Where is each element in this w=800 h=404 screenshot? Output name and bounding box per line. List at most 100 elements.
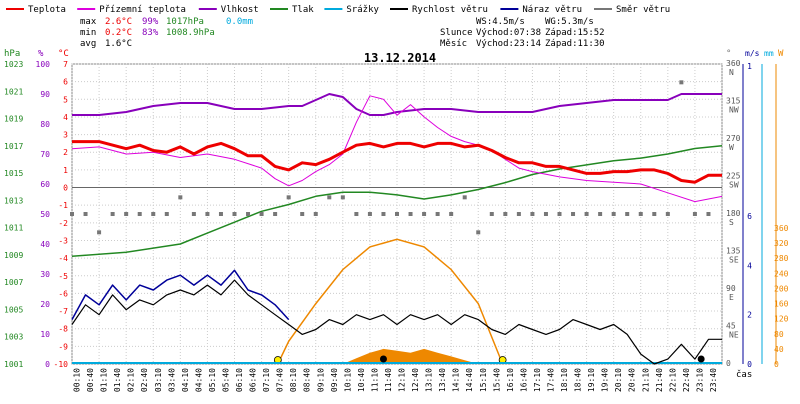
tick-w: 240 <box>774 269 789 278</box>
info-moonrise: Východ:23:14 <box>476 39 541 49</box>
stat-max-temp: 2.6°C <box>105 17 132 27</box>
series-dir-point <box>381 212 386 216</box>
series-dir-point <box>327 195 332 200</box>
tick-temp: 4 <box>63 113 68 122</box>
series-dir-point <box>557 212 562 216</box>
series-dir-point <box>516 212 521 216</box>
series-dir-point <box>340 195 345 200</box>
series-dir-point <box>367 212 372 216</box>
tick-time: 14:40 <box>465 368 474 392</box>
legend-label: Směr větru <box>616 5 670 15</box>
tick-time: 17:10 <box>533 368 542 392</box>
tick-time: 23:10 <box>695 368 704 392</box>
tick-temp: -9 <box>58 342 68 351</box>
tick-time: 10:10 <box>343 368 352 392</box>
series-dir-point <box>530 212 535 216</box>
tick-hpa: 1003 <box>4 333 23 342</box>
tick-time: 13:40 <box>438 368 447 392</box>
tick-time: 00:40 <box>86 368 95 392</box>
tick-time: 01:40 <box>113 368 122 392</box>
series-dir-point <box>164 212 169 216</box>
tick-temp: -1 <box>58 201 68 210</box>
tick-time: 08:40 <box>303 368 312 392</box>
series-dir-point <box>692 212 697 216</box>
info-moonset: Západ:11:30 <box>545 39 605 49</box>
tick-ms: 0 <box>747 360 752 369</box>
series-dir-point <box>137 212 142 216</box>
series-dir-point <box>679 80 684 85</box>
tick-time: 13:10 <box>425 368 434 392</box>
stat-max-press: 1017hPa <box>166 17 204 27</box>
tick-time: 20:40 <box>628 368 637 392</box>
info-wg: WG:5.3m/s <box>545 17 594 27</box>
tick-labels: 1023102110191017101510131011100910071005… <box>4 59 789 392</box>
series-dir-point <box>652 212 657 216</box>
tick-hpa: 1019 <box>4 115 23 124</box>
axis-header-hpa: hPa <box>4 49 20 59</box>
tick-time: 22:10 <box>668 368 677 392</box>
tick-hpa: 1017 <box>4 142 23 151</box>
series-line <box>72 140 722 184</box>
tick-hpa: 1021 <box>4 87 23 96</box>
tick-ms: 4 <box>747 261 752 270</box>
series-line <box>71 269 290 321</box>
tick-hpa: 1011 <box>4 224 23 233</box>
info-sunset: Západ:15:52 <box>545 28 605 38</box>
legend-label: Tlak <box>292 5 314 15</box>
legend-label: Vlhkost <box>221 5 259 15</box>
series-line <box>71 145 723 258</box>
stat-min-hum: 83% <box>142 28 159 38</box>
tick-temp: 6 <box>63 78 68 87</box>
series-dir-point <box>408 212 413 216</box>
series-dir-point <box>476 230 481 235</box>
series-dir-point <box>503 212 508 216</box>
tick-time: 18:10 <box>560 368 569 392</box>
legend-label: Teplota <box>28 5 66 15</box>
tick-temp: -8 <box>58 325 68 334</box>
axis-header-ms: m/s <box>745 49 760 58</box>
tick-time: 07:10 <box>262 368 271 392</box>
tick-time: 16:10 <box>506 368 515 392</box>
tick-temp: 0 <box>63 184 68 193</box>
tick-temp: -5 <box>58 272 68 281</box>
series-dir-point <box>246 212 251 216</box>
tick-time: 15:10 <box>479 368 488 392</box>
tick-dir-name: S <box>729 218 734 227</box>
series-dir-point <box>151 212 156 216</box>
tick-time: 09:10 <box>316 368 325 392</box>
legend-label: Náraz větru <box>522 5 582 15</box>
tick-dir-name: SE <box>729 256 739 265</box>
axis-header-deg: ° <box>726 49 731 59</box>
tick-time: 11:10 <box>370 368 379 392</box>
tick-ms: 1 <box>747 62 752 71</box>
tick-hpa: 1013 <box>4 196 23 205</box>
tick-dir: 45 <box>726 322 736 331</box>
tick-w: 120 <box>774 315 789 324</box>
series-dir-point <box>449 212 454 216</box>
chart-title: 13.12.2014 <box>364 51 436 65</box>
series-dir-point <box>273 212 278 216</box>
series-dir-point <box>422 212 427 216</box>
tick-time: 20:10 <box>614 368 623 392</box>
tick-w: 40 <box>774 345 784 354</box>
tick-time: 10:40 <box>357 368 366 392</box>
tick-w: 160 <box>774 300 789 309</box>
stat-max-rain: 0.0mm <box>226 17 253 27</box>
series-dir-point <box>543 212 548 216</box>
info-ws: WS:4.5m/s <box>476 17 525 27</box>
series-dir-point <box>259 212 264 216</box>
tick-time: 19:10 <box>587 368 596 392</box>
series-sun-curve <box>277 238 504 365</box>
series-dir-point <box>638 212 643 216</box>
tick-pct: 50 <box>40 210 50 219</box>
tick-pct: 30 <box>40 270 50 279</box>
stat-min-press: 1008.9hPa <box>166 28 215 38</box>
tick-pct: 10 <box>40 330 50 339</box>
tick-w: 0 <box>774 360 779 369</box>
series-dir-point <box>205 212 210 216</box>
tick-dir: 0 <box>726 359 731 368</box>
axis-header-mm: mm <box>764 49 774 58</box>
tick-time: 15:40 <box>492 368 501 392</box>
